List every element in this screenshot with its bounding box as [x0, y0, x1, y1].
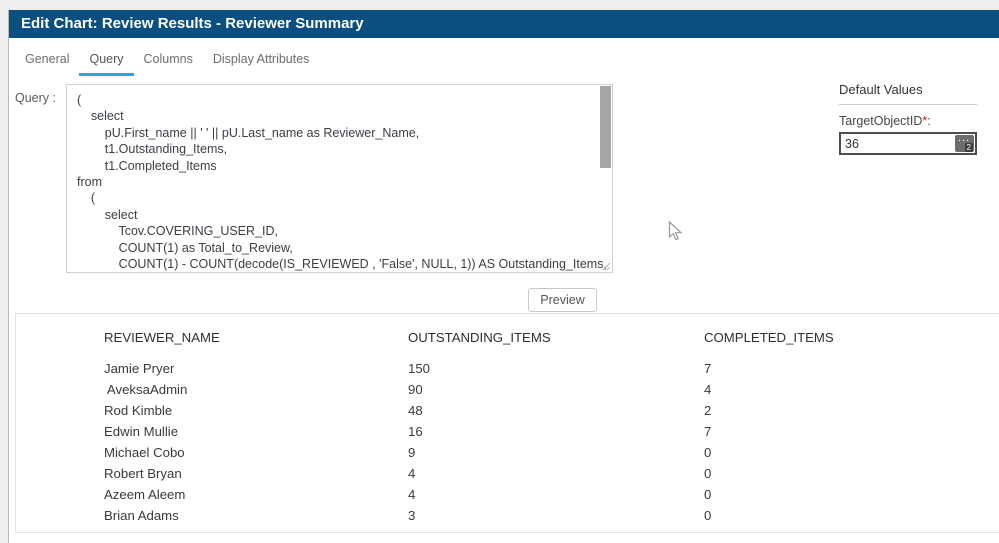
- cell-outstanding-items: 4: [408, 466, 416, 481]
- tab-general[interactable]: General: [15, 47, 79, 76]
- tab-display-attributes[interactable]: Display Attributes: [203, 47, 320, 76]
- ellipsis-dots: ...: [958, 132, 971, 144]
- table-row: Michael Cobo 9 0: [16, 442, 999, 463]
- tab-query[interactable]: Query: [79, 47, 134, 76]
- cell-completed-items: 4: [704, 382, 712, 397]
- results-rows: Jamie Pryer 150 7 AveksaAdmin 90 4 Rod K…: [16, 358, 999, 526]
- table-row: Edwin Mullie 16 7: [16, 421, 999, 442]
- tab-columns-label: Columns: [143, 52, 193, 66]
- target-object-id-label-suffix: :: [927, 114, 931, 128]
- cell-completed-items: 0: [704, 466, 712, 481]
- results-header-row: REVIEWER_NAME OUTSTANDING_ITEMS COMPLETE…: [16, 328, 999, 348]
- cell-outstanding-items: 4: [408, 487, 416, 502]
- table-row: Brian Adams 3 0: [16, 505, 999, 526]
- cell-completed-items: 2: [704, 403, 712, 418]
- cell-outstanding-items: 9: [408, 445, 416, 460]
- cell-outstanding-items: 90: [408, 382, 423, 397]
- tab-query-label: Query: [89, 52, 124, 66]
- table-row: Azeem Aleem 4 0: [16, 484, 999, 505]
- tab-columns[interactable]: Columns: [134, 47, 203, 76]
- cell-completed-items: 0: [704, 487, 712, 502]
- query-results-panel: REVIEWER_NAME OUTSTANDING_ITEMS COMPLETE…: [15, 313, 999, 533]
- target-object-id-label-text: TargetObjectID: [839, 114, 923, 128]
- cell-completed-items: 0: [704, 508, 712, 523]
- cell-outstanding-items: 3: [408, 508, 416, 523]
- cell-completed-items: 7: [704, 361, 712, 376]
- table-row: Jamie Pryer 150 7: [16, 358, 999, 379]
- query-editor[interactable]: ( select pU.First_name || ' ' || pU.Last…: [66, 84, 613, 273]
- cell-reviewer-name: Brian Adams: [104, 508, 179, 523]
- required-marker: *: [922, 114, 928, 128]
- column-header-reviewer-name: REVIEWER_NAME: [104, 330, 220, 345]
- table-row: Robert Bryan 4 0: [16, 463, 999, 484]
- cell-outstanding-items: 48: [408, 403, 423, 418]
- resize-grip-icon[interactable]: [600, 260, 611, 271]
- cell-reviewer-name: Rod Kimble: [104, 403, 173, 418]
- ellipsis-values-icon[interactable]: ... 2: [955, 132, 974, 152]
- target-object-id-input[interactable]: [839, 132, 977, 155]
- column-header-completed-items: COMPLETED_ITEMS: [704, 330, 834, 345]
- cell-completed-items: 0: [704, 445, 712, 460]
- table-row: AveksaAdmin 90 4: [16, 379, 999, 400]
- tab-display-attributes-label: Display Attributes: [212, 52, 310, 66]
- cell-completed-items: 7: [704, 424, 712, 439]
- tab-bar: General Query Columns Display Attributes: [9, 38, 999, 76]
- preview-button[interactable]: Preview: [528, 288, 597, 312]
- default-values-section: Default Values TargetObjectID*: ... 2: [839, 82, 977, 155]
- default-values-heading: Default Values: [839, 82, 977, 105]
- table-row: Rod Kimble 48 2: [16, 400, 999, 421]
- column-header-outstanding-items: OUTSTANDING_ITEMS: [408, 330, 551, 345]
- value-count-badge: 2: [964, 143, 973, 152]
- query-field-label: Query :: [15, 91, 56, 105]
- cell-reviewer-name: Edwin Mullie: [104, 424, 179, 439]
- cell-reviewer-name: Azeem Aleem: [104, 487, 186, 502]
- cell-reviewer-name: Michael Cobo: [104, 445, 185, 460]
- query-editor-scrollbar-thumb[interactable]: [600, 86, 611, 168]
- tab-general-label: General: [25, 52, 70, 66]
- cell-reviewer-name: AveksaAdmin: [104, 382, 188, 397]
- cell-reviewer-name: Jamie Pryer: [104, 361, 175, 376]
- target-object-id-label: TargetObjectID*:: [839, 114, 977, 128]
- query-editor-text[interactable]: ( select pU.First_name || ' ' || pU.Last…: [77, 93, 607, 272]
- cell-outstanding-items: 150: [408, 361, 431, 376]
- cell-reviewer-name: Robert Bryan: [104, 466, 182, 481]
- dialog-title: Edit Chart: Review Results - Reviewer Su…: [21, 15, 364, 32]
- dialog-titlebar: Edit Chart: Review Results - Reviewer Su…: [9, 10, 999, 38]
- cell-outstanding-items: 16: [408, 424, 423, 439]
- edit-chart-dialog: Edit Chart: Review Results - Reviewer Su…: [8, 10, 999, 543]
